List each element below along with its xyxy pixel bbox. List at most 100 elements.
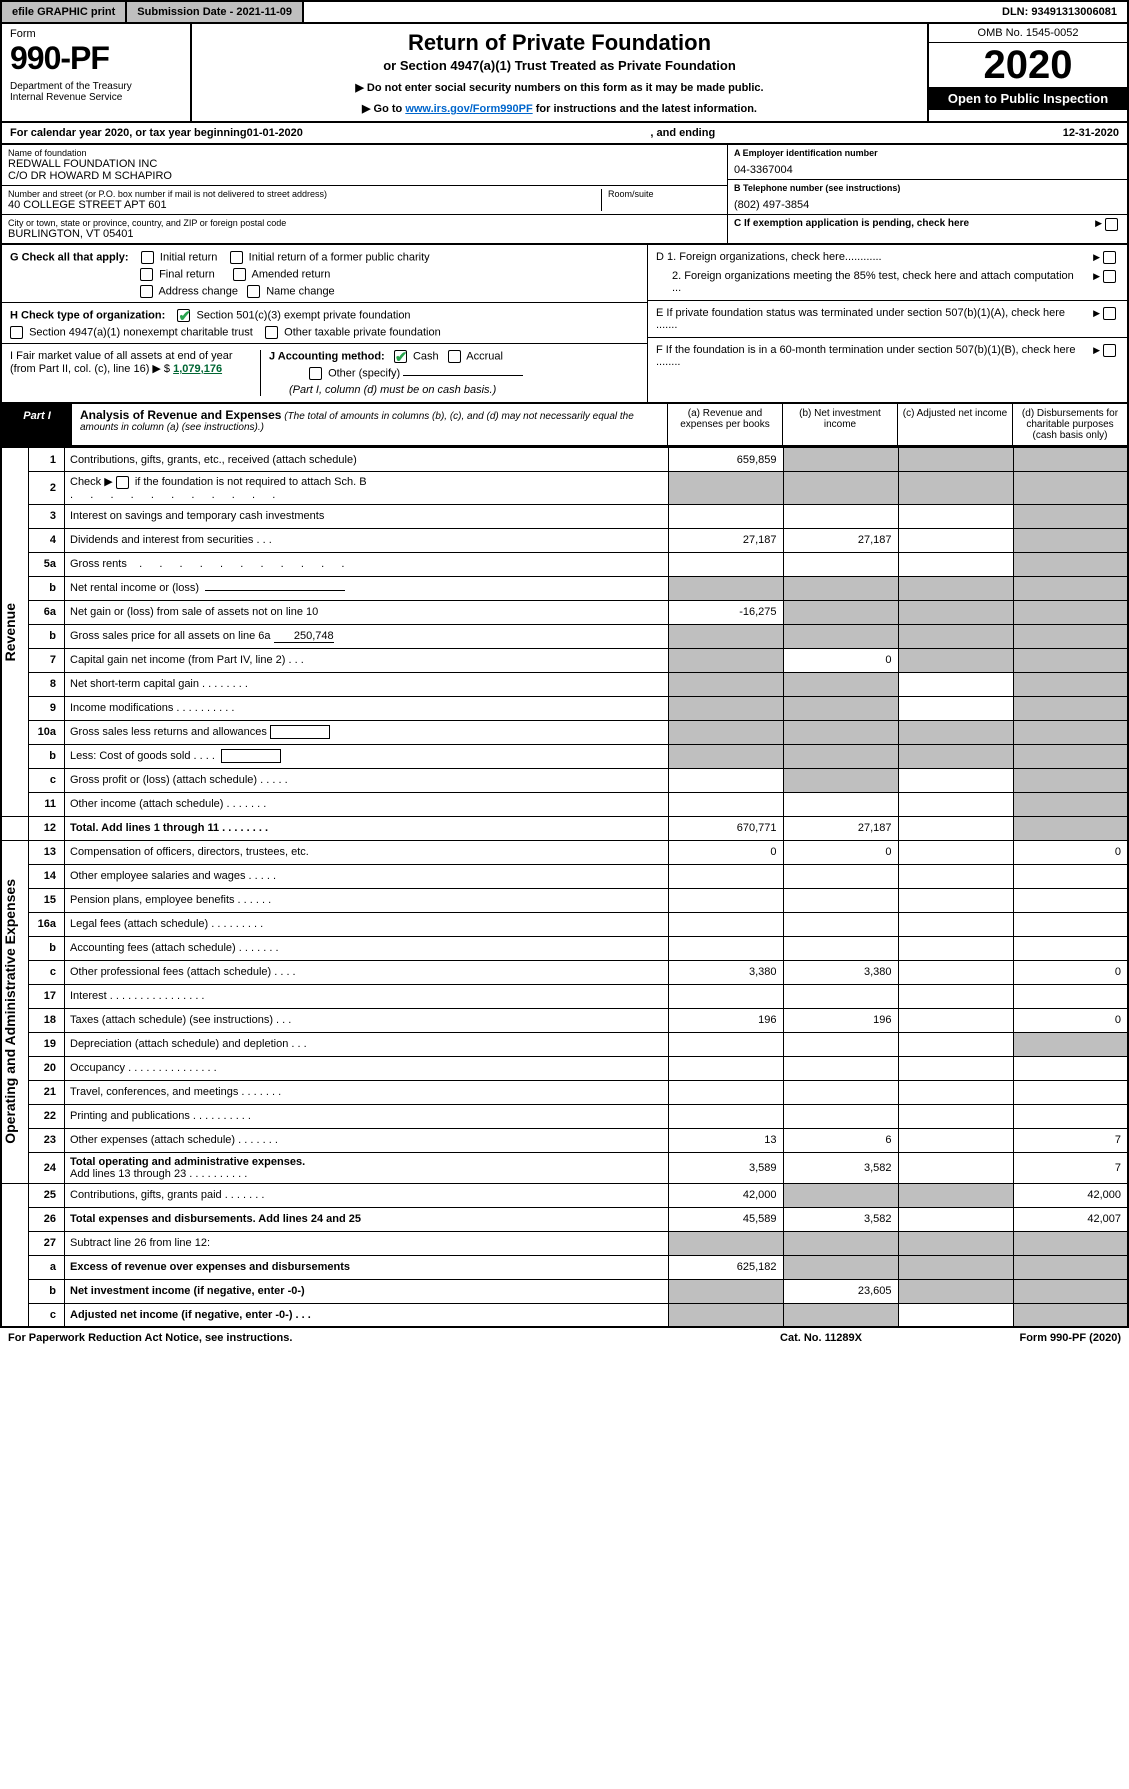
table-row: 22Printing and publications . . . . . . … bbox=[1, 1104, 1128, 1128]
g-name-checkbox[interactable] bbox=[247, 285, 260, 298]
cell-d bbox=[1013, 448, 1128, 472]
cell-d bbox=[1013, 552, 1128, 576]
j-other-line[interactable] bbox=[403, 375, 523, 376]
cell-a: 45,589 bbox=[668, 1207, 783, 1231]
cell-b bbox=[783, 720, 898, 744]
form-label: Form bbox=[10, 28, 182, 40]
c-checkbox[interactable] bbox=[1105, 218, 1118, 231]
r27c-text: Adjusted net income (if negative, enter … bbox=[70, 1309, 311, 1321]
foundation-name-1: REDWALL FOUNDATION INC bbox=[8, 158, 721, 170]
j-other-checkbox[interactable] bbox=[309, 367, 322, 380]
cell-b bbox=[783, 696, 898, 720]
row-num: 7 bbox=[29, 648, 65, 672]
row-text: Total. Add lines 1 through 11 . . . . . … bbox=[65, 816, 669, 840]
table-row: 20Occupancy . . . . . . . . . . . . . . … bbox=[1, 1056, 1128, 1080]
cell-c bbox=[898, 600, 1013, 624]
table-row: Operating and Administrative Expenses 13… bbox=[1, 840, 1128, 864]
col-a-header: (a) Revenue and expenses per books bbox=[667, 404, 782, 445]
cell-a bbox=[668, 504, 783, 528]
table-row: 27Subtract line 26 from line 12: bbox=[1, 1231, 1128, 1255]
row-num: 17 bbox=[29, 984, 65, 1008]
h-501c3: Section 501(c)(3) exempt private foundat… bbox=[197, 309, 411, 321]
table-row: bLess: Cost of goods sold . . . . bbox=[1, 744, 1128, 768]
dept-treasury: Department of the Treasury Internal Reve… bbox=[10, 81, 182, 103]
room-label: Room/suite bbox=[608, 189, 721, 199]
cell-b bbox=[783, 624, 898, 648]
row-text: Interest . . . . . . . . . . . . . . . . bbox=[65, 984, 669, 1008]
efile-print-button[interactable]: efile GRAPHIC print bbox=[2, 2, 127, 22]
cell-c bbox=[898, 552, 1013, 576]
arrow-icon bbox=[1093, 270, 1103, 282]
h-row2: Section 4947(a)(1) nonexempt charitable … bbox=[10, 326, 639, 339]
table-row: 26Total expenses and disbursements. Add … bbox=[1, 1207, 1128, 1231]
j-accrual-checkbox[interactable] bbox=[448, 350, 461, 363]
cell-b bbox=[783, 1032, 898, 1056]
cell-a bbox=[668, 552, 783, 576]
d2-checkbox[interactable] bbox=[1103, 270, 1116, 283]
table-row: 5aGross rents bbox=[1, 552, 1128, 576]
cell-b bbox=[783, 744, 898, 768]
row-text: Occupancy . . . . . . . . . . . . . . . bbox=[65, 1056, 669, 1080]
g-address: Address change bbox=[158, 285, 238, 297]
row-text: Gross sales price for all assets on line… bbox=[65, 624, 669, 648]
row-text: Pension plans, employee benefits . . . .… bbox=[65, 888, 669, 912]
f-checkbox[interactable] bbox=[1103, 344, 1116, 357]
row-text: Excess of revenue over expenses and disb… bbox=[65, 1255, 669, 1279]
table-row: bGross sales price for all assets on lin… bbox=[1, 624, 1128, 648]
cell-c bbox=[898, 1303, 1013, 1327]
r2-pre: Check ▶ bbox=[70, 476, 116, 488]
cell-c bbox=[898, 792, 1013, 816]
table-row: 14Other employee salaries and wages . . … bbox=[1, 864, 1128, 888]
cell-b bbox=[783, 984, 898, 1008]
e-checkbox[interactable] bbox=[1103, 307, 1116, 320]
g-amended-checkbox[interactable] bbox=[233, 268, 246, 281]
g-initial-checkbox[interactable] bbox=[141, 251, 154, 264]
footer-formnum: 990-PF bbox=[1050, 1332, 1086, 1344]
d1-checkbox[interactable] bbox=[1103, 251, 1116, 264]
table-row: bNet investment income (if negative, ent… bbox=[1, 1279, 1128, 1303]
h-4947-checkbox[interactable] bbox=[10, 326, 23, 339]
r2-checkbox[interactable] bbox=[116, 476, 129, 489]
r10b-box bbox=[221, 749, 281, 763]
cell-c bbox=[898, 1128, 1013, 1152]
g-address-checkbox[interactable] bbox=[140, 285, 153, 298]
r27a-text: Excess of revenue over expenses and disb… bbox=[70, 1261, 350, 1273]
part1-table: Revenue 1 Contributions, gifts, grants, … bbox=[0, 447, 1129, 1328]
cell-b bbox=[783, 768, 898, 792]
j-cash-checkbox[interactable] bbox=[394, 350, 407, 363]
cell-b bbox=[783, 448, 898, 472]
cell-b bbox=[783, 1255, 898, 1279]
cell-c bbox=[898, 1152, 1013, 1183]
irs-link[interactable]: www.irs.gov/Form990PF bbox=[405, 103, 532, 115]
table-row: 2 Check ▶ if the foundation is not requi… bbox=[1, 472, 1128, 505]
cell-c bbox=[898, 472, 1013, 505]
row-num: b bbox=[29, 576, 65, 600]
g-final-checkbox[interactable] bbox=[140, 268, 153, 281]
cell-b: 23,605 bbox=[783, 1279, 898, 1303]
cell-d: 7 bbox=[1013, 1128, 1128, 1152]
row-num: 24 bbox=[29, 1152, 65, 1183]
cell-b: 0 bbox=[783, 648, 898, 672]
cell-b bbox=[783, 936, 898, 960]
cell-c bbox=[898, 624, 1013, 648]
d1-row: D 1. Foreign organizations, check here..… bbox=[656, 251, 1119, 264]
r5b-text: Net rental income or (loss) bbox=[70, 582, 199, 594]
r2-post: if the foundation is not required to att… bbox=[132, 476, 367, 488]
cell-c bbox=[898, 1032, 1013, 1056]
h-label: H Check type of organization: bbox=[10, 309, 165, 321]
i-value[interactable]: 1,079,176 bbox=[173, 363, 222, 375]
cell-c bbox=[898, 864, 1013, 888]
e-row: E If private foundation status was termi… bbox=[648, 300, 1127, 331]
cell-c bbox=[898, 720, 1013, 744]
g-former-checkbox[interactable] bbox=[230, 251, 243, 264]
foundation-name-2: C/O DR HOWARD M SCHAPIRO bbox=[8, 170, 721, 182]
check-left: G Check all that apply: Initial return I… bbox=[2, 245, 647, 402]
row-text: Other employee salaries and wages . . . … bbox=[65, 864, 669, 888]
cell-d bbox=[1013, 984, 1128, 1008]
table-row: 7Capital gain net income (from Part IV, … bbox=[1, 648, 1128, 672]
id-right: A Employer identification number 04-3367… bbox=[727, 145, 1127, 243]
cell-d: 0 bbox=[1013, 840, 1128, 864]
h-501c3-checkbox[interactable] bbox=[177, 309, 190, 322]
cell-b: 3,380 bbox=[783, 960, 898, 984]
h-other-checkbox[interactable] bbox=[265, 326, 278, 339]
